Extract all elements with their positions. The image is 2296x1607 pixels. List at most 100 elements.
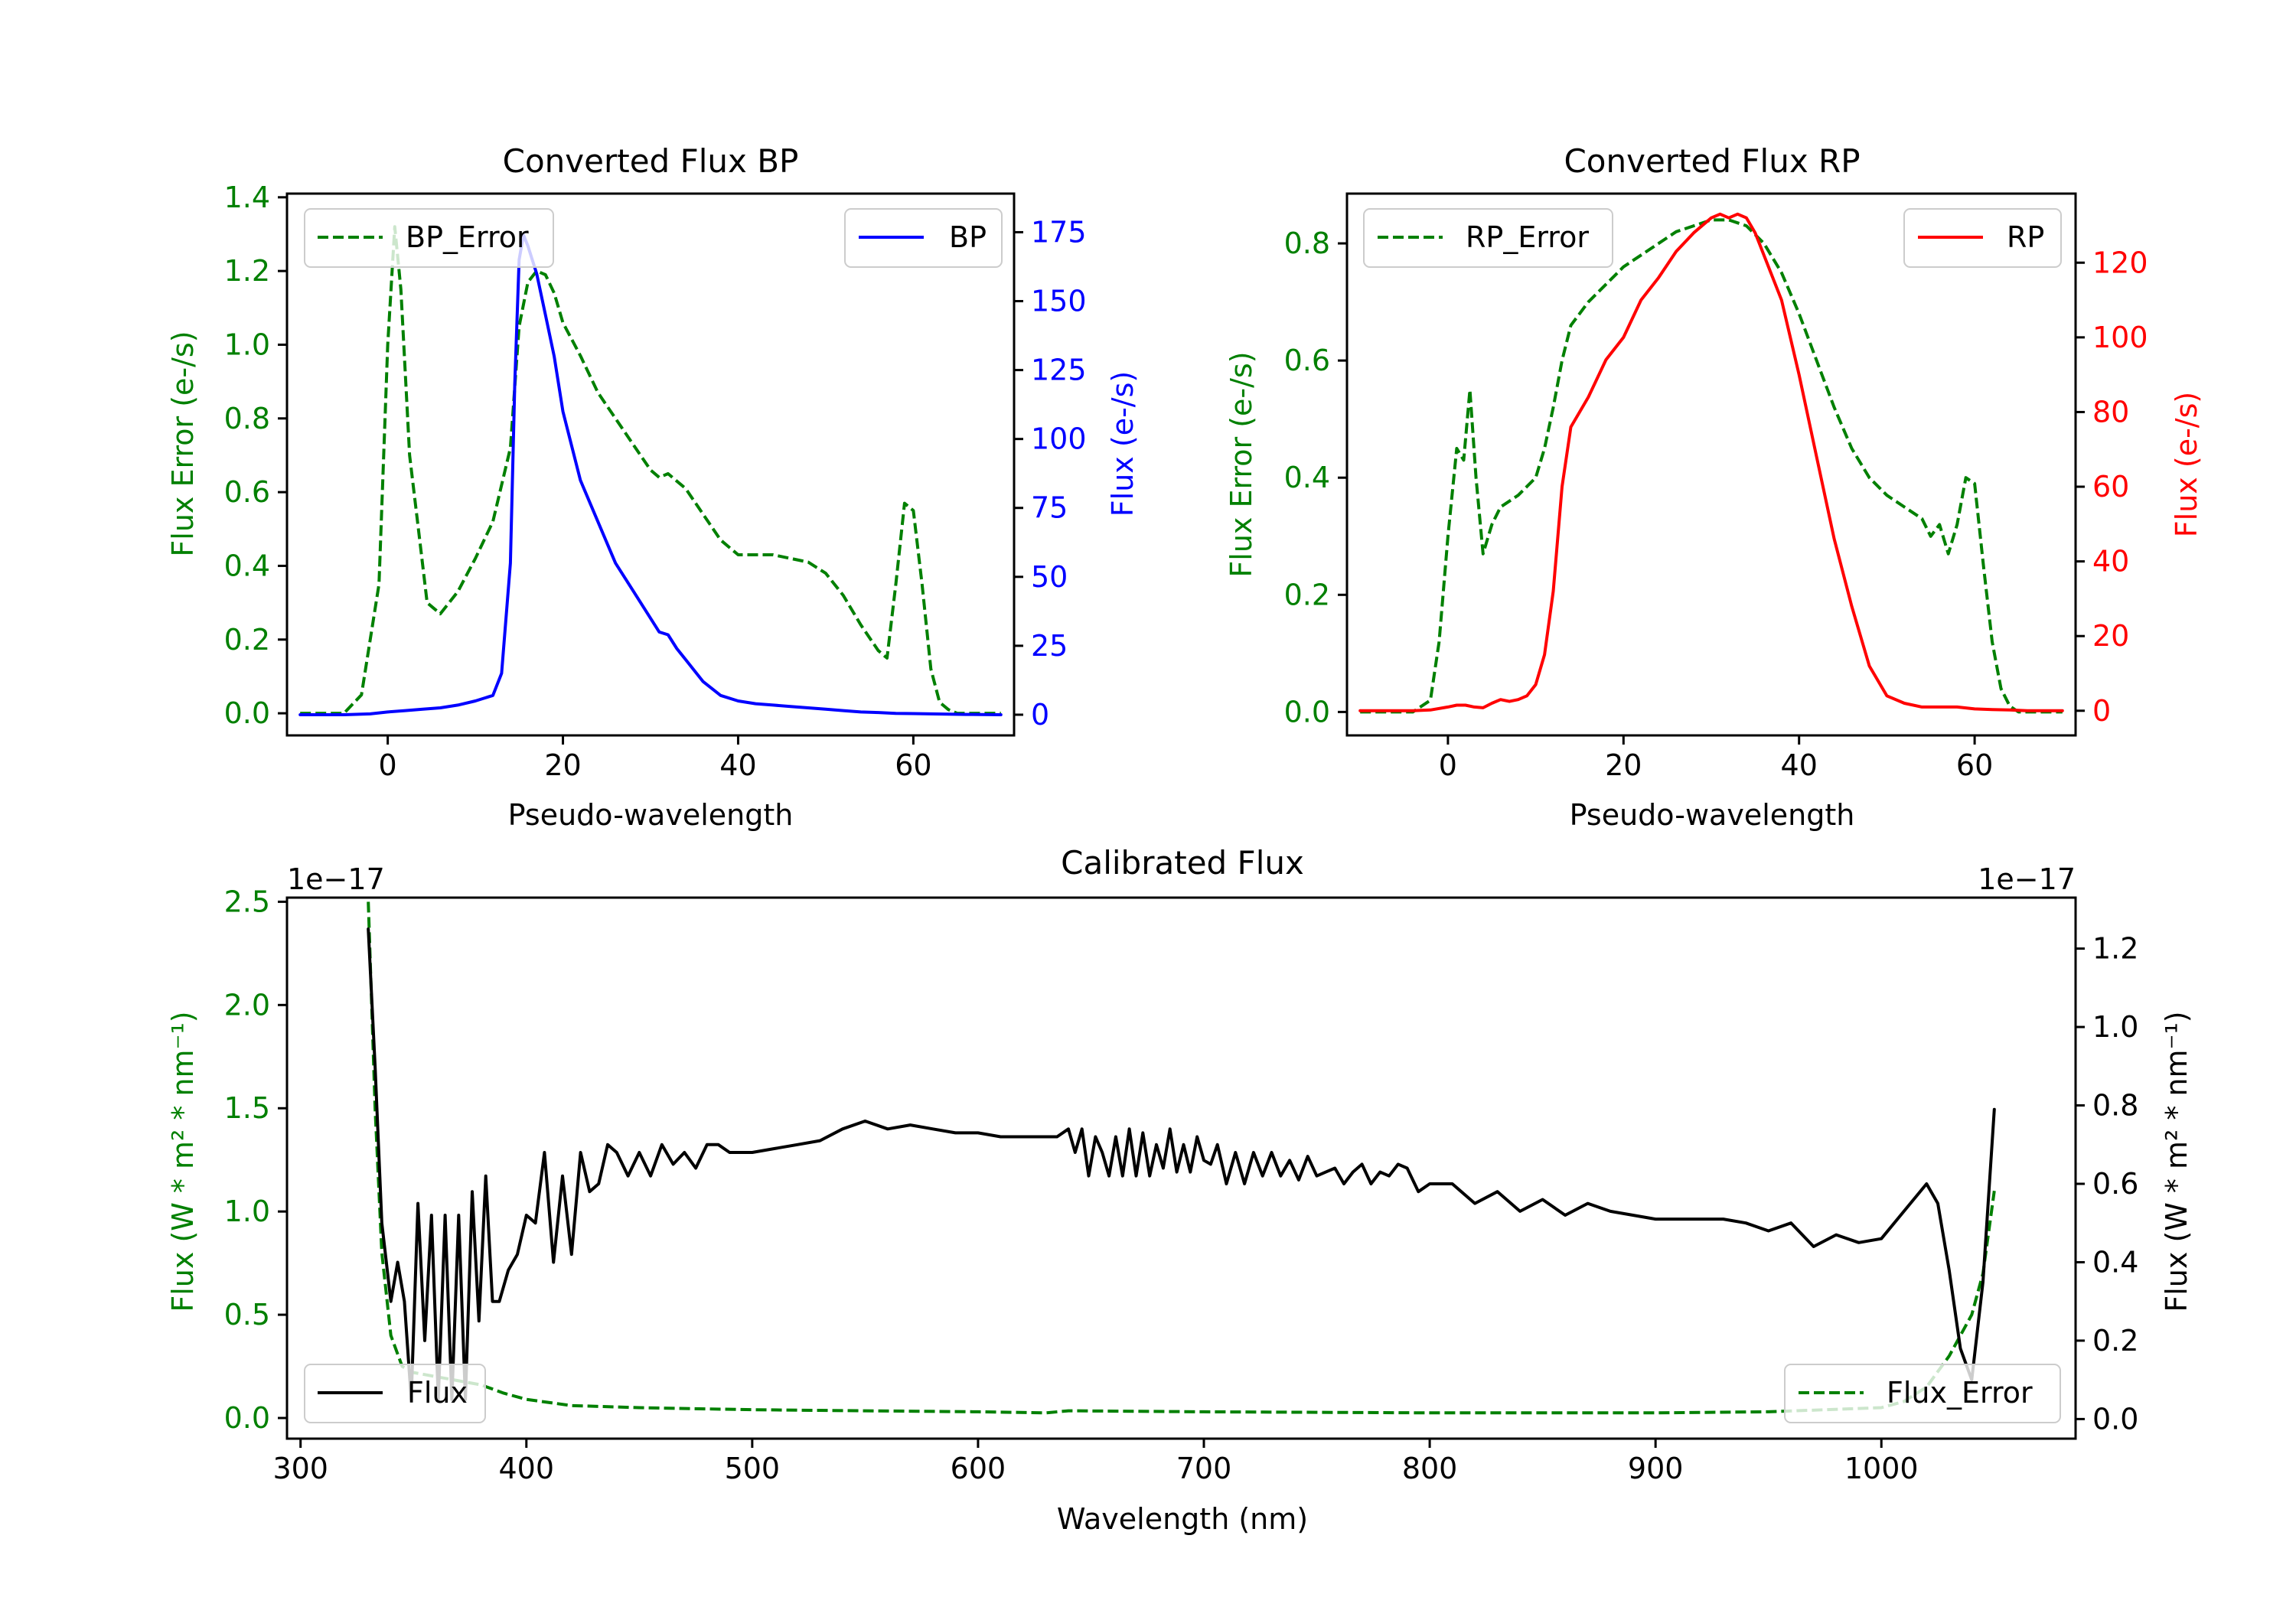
rp-ytick-left-label: 0.2 [1284, 578, 1330, 611]
bp-ytick-right-label: 50 [1031, 560, 1068, 594]
bp-legend-right: BP [844, 208, 1003, 268]
bp-series [298, 225, 1003, 716]
bp-legend-left-box [304, 208, 554, 268]
bp-ylabel-left: Flux Error (e-/s) [166, 331, 200, 556]
bp-xtick-label: 60 [895, 748, 931, 782]
rp-ytick-right-label: 80 [2092, 395, 2129, 429]
bp-legend-error-label: BP_Error [406, 220, 529, 254]
rp-legend-error-label: RP_Error [1466, 220, 1589, 254]
cal-xtick-label: 900 [1628, 1452, 1684, 1485]
cal-ylabel-left: Flux (W * m² * nm⁻¹) [166, 1011, 200, 1312]
cal-offset-left: 1e−17 [287, 862, 385, 896]
rp-title: Converted Flux RP [1564, 142, 1860, 180]
rp-xtick-label: 40 [1781, 748, 1818, 782]
rp-series-rp-error [1360, 218, 2063, 714]
bp-xtick-label: 0 [379, 748, 397, 782]
bp-ytick-left-label: 0.0 [224, 696, 270, 730]
bp-ytick-right-label: 75 [1031, 491, 1068, 525]
rp-series [1358, 212, 2064, 714]
cal-ytick-right-label: 0.2 [2092, 1324, 2138, 1358]
rp-ytick-left-label: 0.8 [1284, 227, 1330, 260]
bp-title: Converted Flux BP [503, 142, 799, 180]
cal-legend-left-box [304, 1364, 486, 1423]
cal-legend-flux-label: Flux [407, 1376, 468, 1410]
bp-axes-frame [285, 192, 1016, 737]
cal-ticks: 300 400 500 600 700 800 900 1000 0.0 0.5 1.0 1.5 2.0… [224, 885, 2139, 1485]
cal-xtick-label: 300 [272, 1452, 328, 1485]
cal-axes-frame [285, 896, 2077, 1440]
bp-ytick-left-label: 1.0 [224, 328, 270, 361]
cal-ytick-right-label: 0.6 [2092, 1167, 2138, 1201]
rp-ytick-right-label: 20 [2092, 619, 2129, 653]
rp-ticks: 0 20 40 60 0.0 0.2 0.4 0.6 0.8 0 20 40 60 80 100 120 [1284, 227, 2148, 782]
cal-xlabel: Wavelength (nm) [1057, 1502, 1308, 1536]
cal-ytick-left-label: 2.5 [224, 885, 270, 918]
bp-ytick-right-label: 150 [1031, 285, 1087, 318]
rp-legend-left: RP_Error [1363, 208, 1613, 268]
bp-xlabel: Pseudo-wavelength [508, 798, 794, 832]
panel-calibrated: Calibrated Flux Wavelength (nm) Flux (W … [166, 844, 2193, 1536]
bp-ytick-left-label: 0.4 [224, 549, 270, 582]
rp-ytick-left-label: 0.4 [1284, 461, 1330, 494]
rp-legend-flux-label: RP [2007, 220, 2044, 254]
cal-ytick-right-label: 0.4 [2092, 1245, 2138, 1279]
cal-ytick-left-label: 1.5 [224, 1091, 270, 1125]
panel-bp: Converted Flux BP Pseudo-wavelength Flux… [166, 142, 1140, 832]
cal-offset-right: 1e−17 [1978, 862, 2076, 896]
cal-ytick-right-label: 1.2 [2092, 932, 2138, 966]
cal-ylabel-right: Flux (W * m² * nm⁻¹) [2160, 1011, 2193, 1312]
rp-xtick-label: 60 [1956, 748, 1993, 782]
bp-series-bp-error [300, 225, 1001, 715]
rp-xtick-label: 20 [1605, 748, 1642, 782]
rp-legend-right: RP [1903, 208, 2062, 268]
bp-ytick-right-label: 175 [1031, 215, 1087, 249]
rp-xtick-label: 0 [1439, 748, 1457, 782]
rp-ylabel-left: Flux Error (e-/s) [1225, 351, 1258, 577]
panel-rp: Converted Flux RP Pseudo-wavelength Flux… [1225, 142, 2203, 832]
rp-ytick-left-label: 0.6 [1284, 344, 1330, 377]
cal-ytick-left-label: 1.0 [224, 1195, 270, 1228]
cal-ytick-right-label: 0.8 [2092, 1089, 2138, 1123]
bp-ytick-right-label: 125 [1031, 354, 1087, 387]
bp-ytick-left-label: 1.4 [224, 181, 270, 214]
cal-ytick-right-label: 1.0 [2092, 1010, 2138, 1044]
cal-xtick-label: 400 [499, 1452, 555, 1485]
bp-ytick-right-label: 100 [1031, 422, 1087, 456]
rp-series-rp [1358, 212, 2064, 712]
bp-xtick-label: 40 [719, 748, 756, 782]
bp-series-bp [298, 233, 1003, 716]
rp-ytick-right-label: 100 [2092, 321, 2148, 354]
cal-legend-right-box [1784, 1364, 2061, 1423]
rp-ytick-right-label: 120 [2092, 246, 2148, 279]
bp-legend-flux-label: BP [949, 220, 987, 254]
bp-ytick-left-label: 0.6 [224, 475, 270, 509]
rp-ytick-right-label: 0 [2092, 694, 2111, 728]
rp-ytick-right-label: 40 [2092, 545, 2129, 579]
cal-xtick-label: 500 [725, 1452, 781, 1485]
bp-ylabel-right: Flux (e-/s) [1106, 371, 1140, 517]
cal-xtick-label: 800 [1402, 1452, 1458, 1485]
cal-title: Calibrated Flux [1061, 844, 1304, 882]
rp-ytick-right-label: 60 [2092, 470, 2129, 504]
cal-series-flux [367, 927, 1996, 1401]
cal-xtick-label: 1000 [1844, 1452, 1919, 1485]
bp-legend-left: BP_Error [304, 208, 554, 268]
bp-ticks: 0 20 40 60 0.0 0.2 0.4 0.6 0.8 1.0 1.2 1.4 0 25 50 75 10… [224, 181, 1087, 782]
bp-xtick-label: 20 [544, 748, 581, 782]
bp-ytick-left-label: 0.8 [224, 402, 270, 435]
cal-legend-left: Flux [304, 1364, 486, 1423]
bp-ytick-left-label: 1.2 [224, 254, 270, 288]
cal-legend-right: Flux_Error [1784, 1364, 2061, 1423]
bp-ytick-left-label: 0.2 [224, 623, 270, 657]
rp-xlabel: Pseudo-wavelength [1570, 798, 1855, 832]
bp-ytick-right-label: 0 [1031, 698, 1049, 732]
rp-legend-left-box [1363, 208, 1613, 268]
rp-ytick-left-label: 0.0 [1284, 695, 1330, 729]
cal-ytick-left-label: 0.5 [224, 1298, 270, 1332]
rp-ylabel-right: Flux (e-/s) [2170, 392, 2203, 537]
cal-ytick-left-label: 2.0 [224, 988, 270, 1022]
cal-xtick-label: 700 [1176, 1452, 1232, 1485]
cal-xtick-label: 600 [951, 1452, 1006, 1485]
bp-ytick-right-label: 25 [1031, 629, 1068, 663]
